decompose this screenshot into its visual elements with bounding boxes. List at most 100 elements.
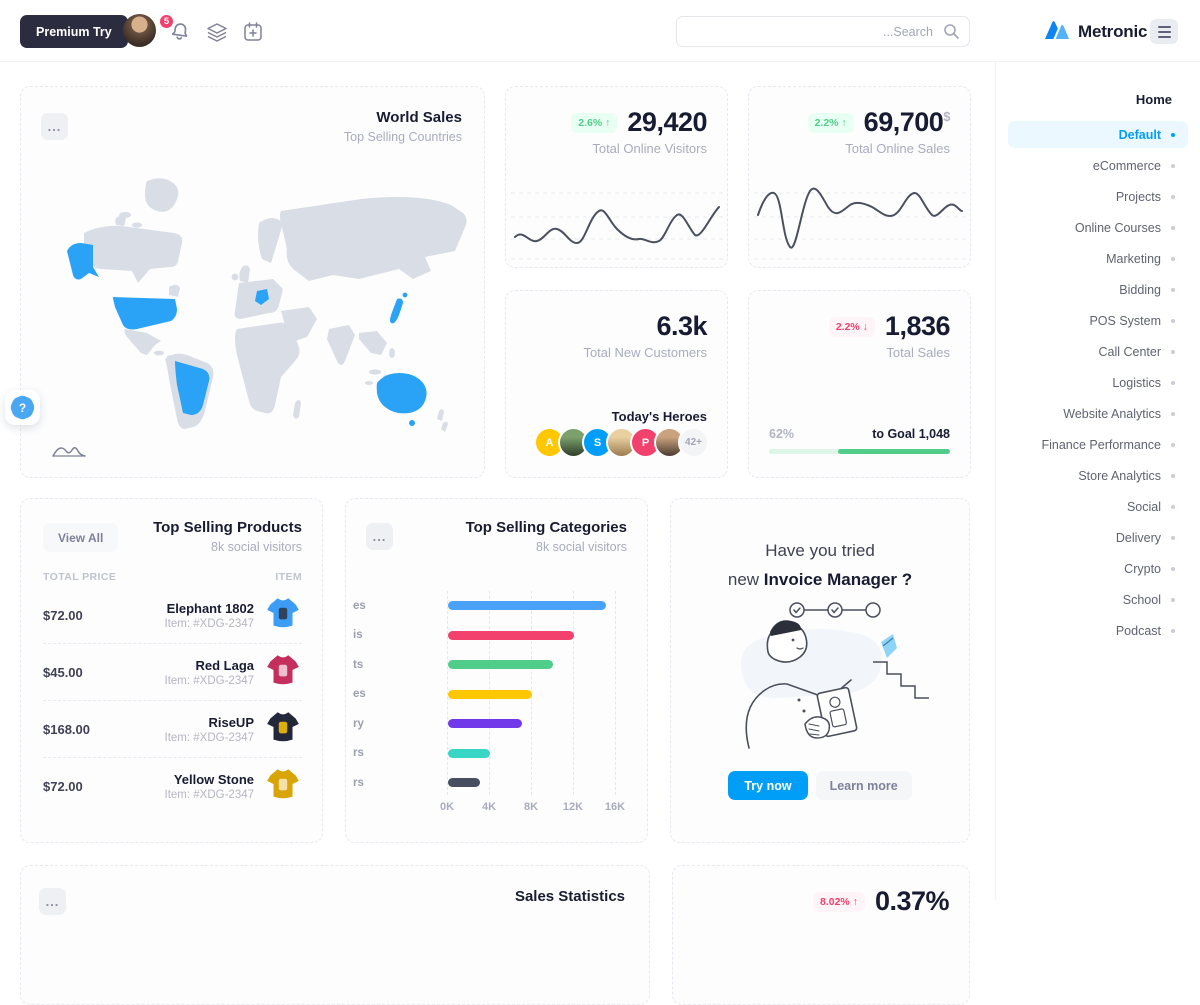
category-bar[interactable] <box>448 719 522 729</box>
bullet-dot-icon <box>1171 442 1175 447</box>
sidebar-item-podcast[interactable]: Podcast <box>1008 617 1188 644</box>
view-all-button[interactable]: View All <box>43 523 119 552</box>
product-name: Elephant 1802 <box>166 600 254 616</box>
search-input[interactable] <box>676 16 970 47</box>
arrow-up-icon: ↑ <box>605 116 611 129</box>
sidebar-item-projects[interactable]: Projects <box>1008 183 1188 210</box>
invoice-line2: new Invoice Manager ? <box>727 570 913 589</box>
help-icon: ? <box>12 397 33 418</box>
avatar-overflow-count[interactable]: 42+ <box>678 427 709 458</box>
product-row[interactable]: $72.00 Yellow Stone Item: #XDG-2347 <box>43 758 302 815</box>
top-categories-menu-button[interactable]: ... <box>366 523 393 550</box>
product-item-code: Item: #XDG-2347 <box>164 674 254 687</box>
category-bar[interactable] <box>448 630 574 640</box>
premium-try-button[interactable]: Premium Try <box>20 15 128 48</box>
sidebar-item-label: POS System <box>1089 313 1161 328</box>
bullet-dot-icon <box>1171 287 1175 292</box>
sidebar-item-call-center[interactable]: Call Center <box>1008 338 1188 365</box>
top-categories-card: Top Selling Categories 8k social visitor… <box>345 498 648 843</box>
bullet-dot-icon <box>1171 597 1175 602</box>
total-sales-label: Total Sales <box>886 345 950 360</box>
category-label-clipped: es <box>353 599 366 612</box>
invoice-promo-card: Have you tried new Invoice Manager ? <box>670 498 970 843</box>
layers-button[interactable] <box>205 20 229 44</box>
bullet-dot-icon <box>1171 380 1175 385</box>
sidebar-item-social[interactable]: Social <box>1008 493 1188 520</box>
sidebar-item-label: Website Analytics <box>1063 406 1161 421</box>
category-label-clipped: ts <box>353 658 364 671</box>
category-bar[interactable] <box>448 748 490 758</box>
bullet-dot-icon <box>1171 473 1175 478</box>
sidebar-item-finance-performance[interactable]: Finance Performance <box>1008 431 1188 458</box>
product-price: $45.00 <box>43 664 83 680</box>
calendar-add-button[interactable] <box>241 20 265 44</box>
world-sales-title: World Sales <box>376 109 462 126</box>
brand[interactable]: Metronic <box>1043 18 1147 46</box>
sidebar: Home Default eCommerce Projects Online Cour… <box>995 62 1200 900</box>
category-bar[interactable] <box>448 689 532 699</box>
visitors-value: 29,420 <box>627 107 707 137</box>
learn-more-button[interactable]: Learn more <box>815 771 912 800</box>
product-item-code: Item: #XDG-2347 <box>164 731 254 744</box>
category-bar[interactable] <box>448 601 606 611</box>
invoice-line1: Have you tried <box>765 541 875 560</box>
sidebar-item-crypto[interactable]: Crypto <box>1008 555 1188 582</box>
tshirt-icon <box>264 708 302 751</box>
bullet-dot-icon <box>1171 132 1175 137</box>
product-name: RiseUP <box>208 714 254 730</box>
sidebar-item-label: Call Center <box>1098 344 1161 359</box>
sidebar-item-store-analytics[interactable]: Store Analytics <box>1008 462 1188 489</box>
world-sales-menu-button[interactable]: ... <box>41 113 68 140</box>
world-map[interactable] <box>29 171 479 461</box>
sidebar-item-label: Bidding <box>1119 282 1161 297</box>
sidebar-item-logistics[interactable]: Logistics <box>1008 369 1188 396</box>
category-bar[interactable] <box>448 660 553 670</box>
product-price: $72.00 <box>43 779 83 794</box>
product-price: $168.00 <box>43 721 90 737</box>
sales-statistics-menu-button[interactable]: ... <box>39 888 66 915</box>
bullet-dot-icon <box>1171 256 1175 261</box>
sidebar-item-online-courses[interactable]: Online Courses <box>1008 214 1188 241</box>
product-row[interactable]: $168.00 RiseUP Item: #XDG-2347 <box>43 701 302 758</box>
sidebar-item-delivery[interactable]: Delivery <box>1008 524 1188 551</box>
new-customers-label: Total New Customers <box>583 345 707 360</box>
category-row: es <box>346 680 647 710</box>
user-avatar[interactable] <box>123 14 156 47</box>
category-label-clipped: rs <box>353 776 364 789</box>
arrow-up-icon: ↑ <box>852 895 858 908</box>
product-name: Red Laga <box>195 657 254 673</box>
product-row[interactable]: $72.00 Elephant 1802 Item: #XDG-2347 <box>43 587 302 644</box>
total-sales-tile: 2.2% ↓ 1,836 Total Sales 62% to Goal 1,0… <box>748 290 971 478</box>
sidebar-item-website-analytics[interactable]: Website Analytics <box>1008 400 1188 427</box>
product-list: $72.00 Elephant 1802 Item: #XDG-2347 $45.00… <box>43 587 302 815</box>
sidebar-item-marketing[interactable]: Marketing <box>1008 245 1188 272</box>
category-row: rs <box>346 768 647 798</box>
top-categories-subtitle: 8k social visitors <box>536 540 627 554</box>
category-row: ry <box>346 709 647 739</box>
notifications-button[interactable]: 5 <box>158 13 192 44</box>
bullet-dot-icon <box>1171 163 1175 168</box>
category-label-clipped: ry <box>353 717 364 730</box>
sales-statistics-title: Sales Statistics <box>514 888 625 905</box>
help-fab-button[interactable]: ? <box>5 390 40 425</box>
category-label-clipped: rs <box>353 747 364 760</box>
sidebar-item-label: Logistics <box>1112 375 1161 390</box>
x-tick-label: 8K <box>523 801 539 813</box>
sidebar-item-pos-system[interactable]: POS System <box>1008 307 1188 334</box>
sidebar-item-default[interactable]: Default <box>1008 121 1188 148</box>
sidebar-item-ecommerce[interactable]: eCommerce <box>1008 152 1188 179</box>
menu-toggle-button[interactable] <box>1150 19 1178 44</box>
sidebar-item-bidding[interactable]: Bidding <box>1008 276 1188 303</box>
categories-bar-chart: es is ts es ry rs rs 0K 4K 8K 12K 16K <box>346 591 647 823</box>
conversion-stat-card: 8.02% ↑ 0.37% <box>672 865 970 1005</box>
try-now-button[interactable]: Try now <box>728 771 808 800</box>
arrow-up-icon: ↑ <box>841 116 847 129</box>
category-bar[interactable] <box>448 778 480 788</box>
product-row[interactable]: $45.00 Red Laga Item: #XDG-2347 <box>43 644 302 701</box>
online-sales-value: 69,700$ <box>863 107 951 137</box>
category-row: rs <box>346 739 647 769</box>
conversion-value: 0.37% <box>874 886 950 916</box>
sidebar-item-school[interactable]: School <box>1008 586 1188 613</box>
sidebar-item-label: School <box>1122 592 1161 607</box>
column-total-price: TOTAL PRICE <box>43 571 117 583</box>
